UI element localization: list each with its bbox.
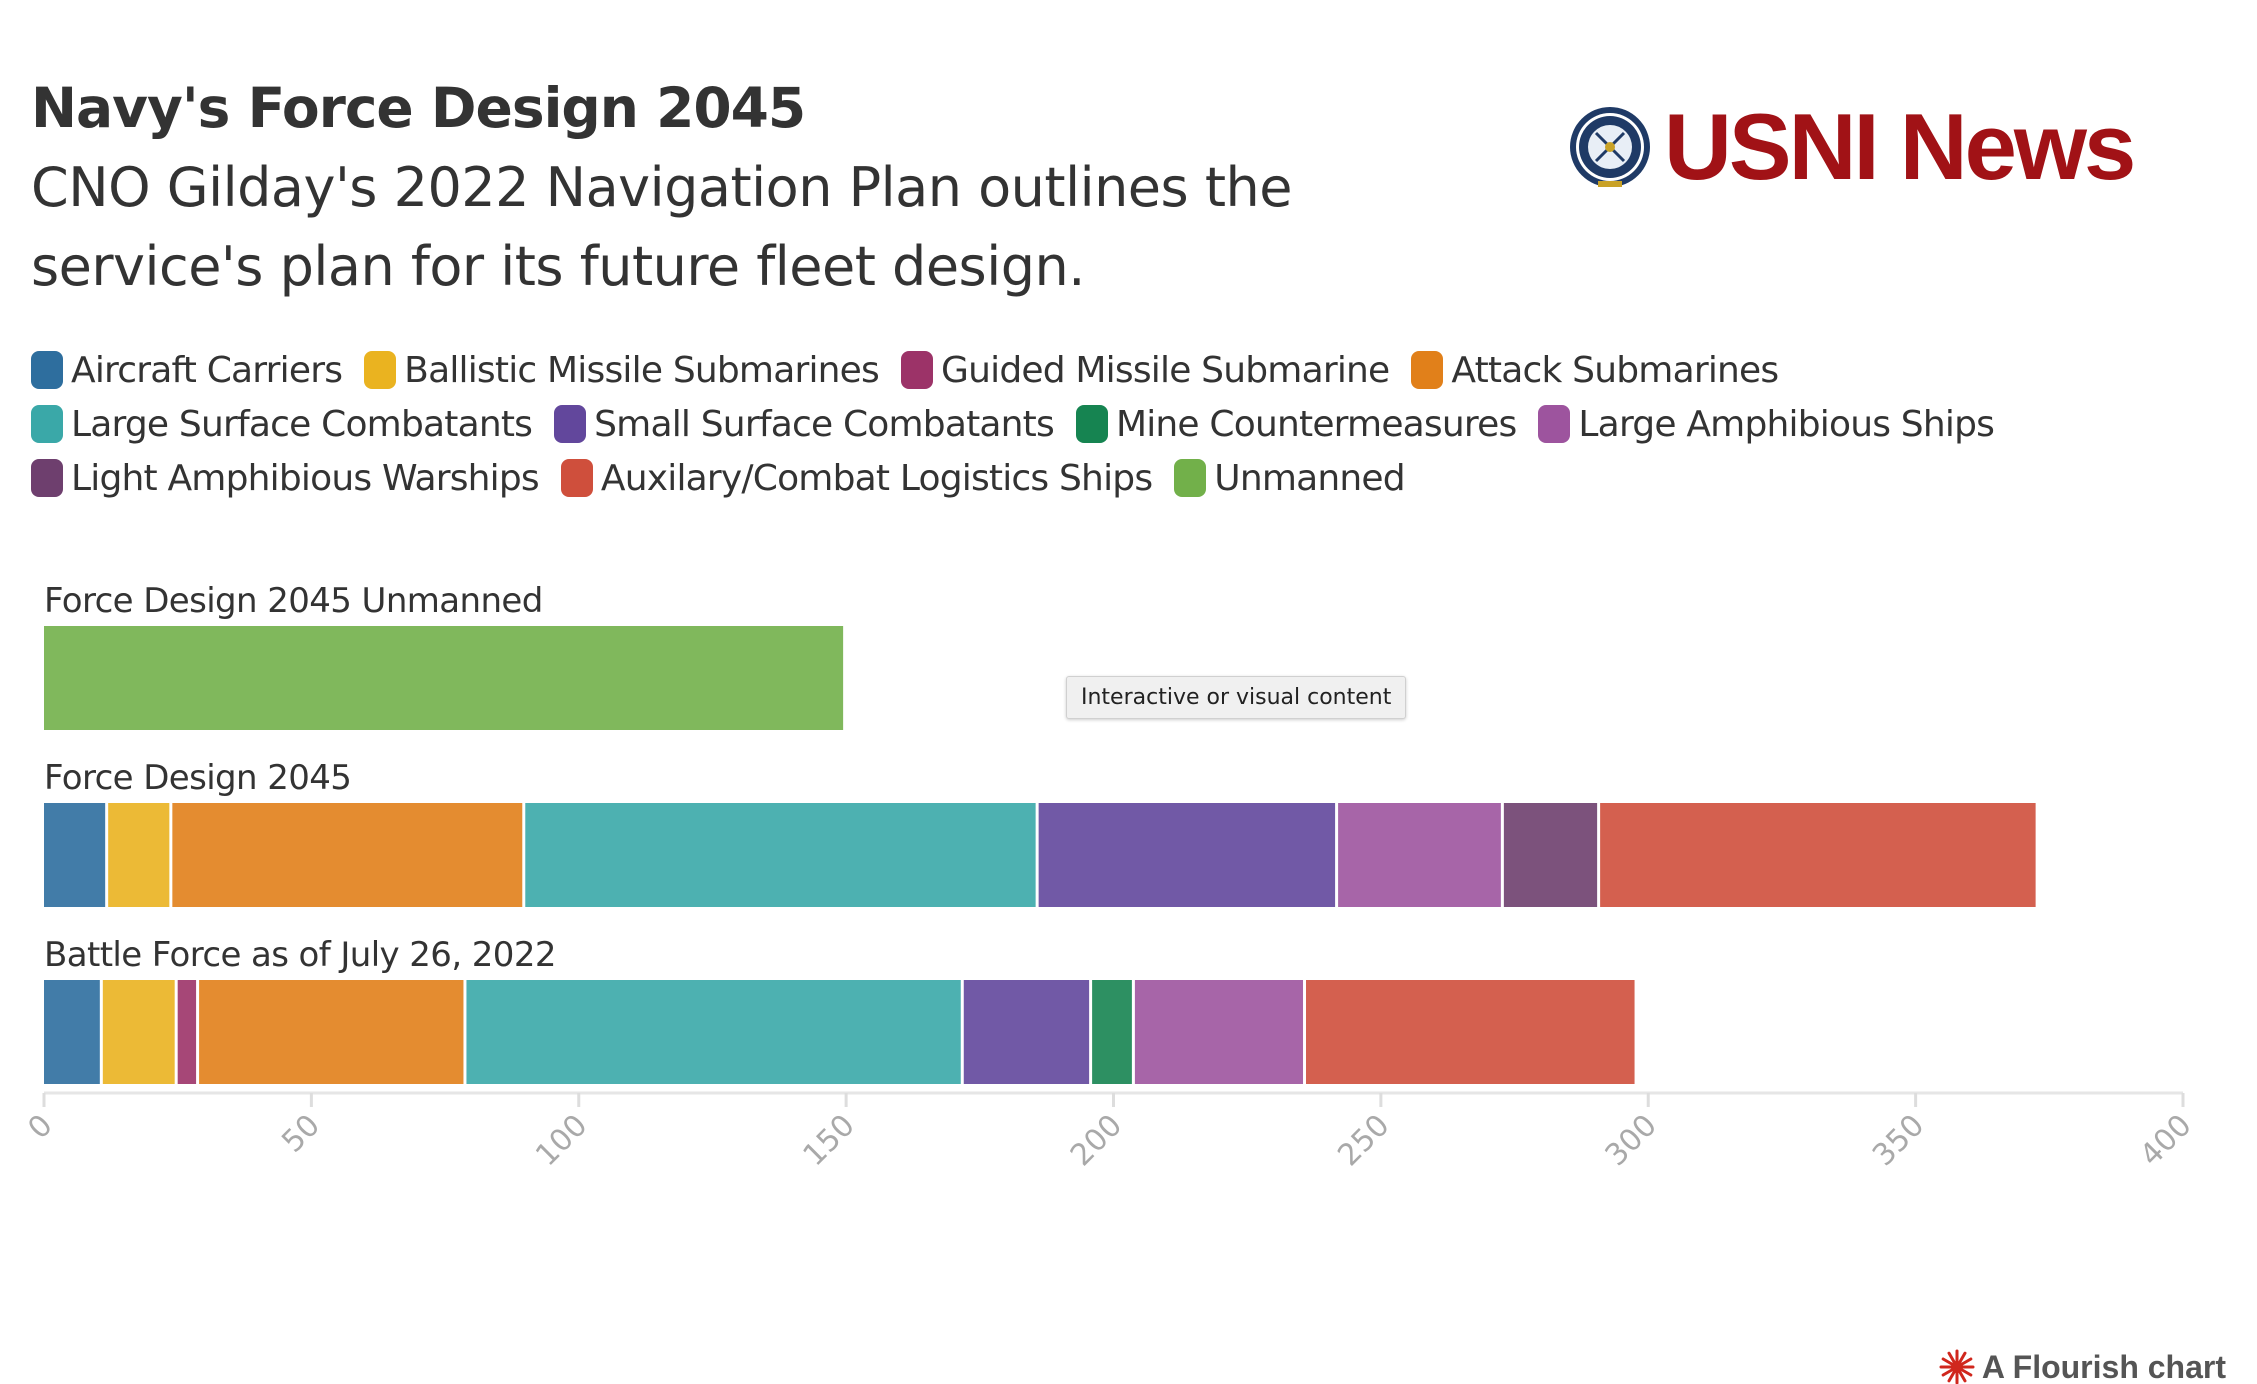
bar-segment-auxilary-combat-logistics-ships[interactable] <box>1306 980 1635 1084</box>
bar-segment-large-amphibious-ships[interactable] <box>1134 980 1304 1084</box>
legend-label: Small Surface Combatants <box>594 403 1055 445</box>
x-axis-tick-label: 50 <box>275 1108 327 1160</box>
legend-swatch <box>1075 405 1108 443</box>
legend-item-guided-missile-submarine[interactable]: Guided Missile Submarine <box>901 349 1390 391</box>
legend-swatch <box>31 351 63 389</box>
legend-item-aircraft-carriers[interactable]: Aircraft Carriers <box>31 349 343 391</box>
bar-segment-large-amphibious-ships[interactable] <box>1338 803 1501 907</box>
legend-swatch <box>901 351 933 389</box>
legend-label: Unmanned <box>1214 457 1405 499</box>
chart-legend: Aircraft Carriers Ballistic Missile Subma… <box>31 349 2211 499</box>
x-axis-tick-label: 200 <box>1064 1108 1129 1173</box>
bar-segment-light-amphibious-warships[interactable] <box>1503 803 1598 907</box>
legend-item-large-amphibious-ships[interactable]: Large Amphibious Ships <box>1538 403 1995 445</box>
legend-label: Large Surface Combatants <box>71 403 533 445</box>
chart-title: Navy's Force Design 2045 <box>31 76 806 140</box>
legend-label: Aircraft Carriers <box>71 349 343 391</box>
x-axis-tick-label: 250 <box>1331 1108 1396 1173</box>
legend-label: Attack Submarines <box>1451 349 1779 391</box>
x-axis-tick-label: 350 <box>1866 1108 1931 1173</box>
flourish-credit-link[interactable]: A Flourish chart <box>1938 1348 2226 1384</box>
legend-label: Mine Countermeasures <box>1115 403 1517 445</box>
legend-label: Auxilary/Combat Logistics Ships <box>600 457 1153 499</box>
legend-swatch <box>560 459 593 497</box>
usni-news-wordmark: USNI News <box>1664 94 2136 199</box>
bar-segment-ballistic-missile-submarines[interactable] <box>108 803 170 907</box>
legend-swatch <box>1411 351 1444 389</box>
legend-swatch <box>364 351 397 389</box>
category-label: Force Design 2045 <box>44 758 351 798</box>
bar-segment-large-surface-combatants[interactable] <box>466 980 961 1084</box>
legend-item-ballistic-missile-submarines[interactable]: Ballistic Missile Submarines <box>364 349 880 391</box>
legend-item-auxilary-combat-logistics-ships[interactable]: Auxilary/Combat Logistics Ships <box>560 457 1153 499</box>
chart-subtitle: CNO Gilday's 2022 Navigation Plan outlin… <box>31 156 1292 298</box>
legend-swatch <box>31 405 63 443</box>
legend-label: Ballistic Missile Submarines <box>404 349 880 391</box>
bar-segment-ballistic-missile-submarines[interactable] <box>102 980 175 1084</box>
legend-item-light-amphibious-warships[interactable]: Light Amphibious Warships <box>31 457 540 499</box>
legend-item-small-surface-combatants[interactable]: Small Surface Combatants <box>554 403 1055 445</box>
usni-news-logo[interactable]: USNI News <box>1568 94 2136 199</box>
category-label: Battle Force as of July 26, 2022 <box>44 935 556 975</box>
bar-segment-attack-submarines[interactable] <box>172 803 523 907</box>
legend-label: Guided Missile Submarine <box>941 349 1390 391</box>
flourish-credit-label: A Flourish chart <box>1981 1348 2226 1384</box>
category-label: Force Design 2045 Unmanned <box>44 581 543 621</box>
legend-swatch <box>554 405 587 443</box>
legend-label: Large Amphibious Ships <box>1578 403 1995 445</box>
bar-segment-small-surface-combatants[interactable] <box>963 980 1090 1084</box>
interactive-content-tooltip: Interactive or visual content <box>1066 676 1407 719</box>
bar-segment-unmanned[interactable] <box>44 626 844 730</box>
legend-item-unmanned[interactable]: Unmanned <box>1174 457 1406 499</box>
bar-segment-attack-submarines[interactable] <box>199 980 464 1084</box>
bar-segment-aircraft-carriers[interactable] <box>44 980 100 1084</box>
bar-segment-aircraft-carriers[interactable] <box>44 803 106 907</box>
bar-segment-large-surface-combatants[interactable] <box>525 803 1036 907</box>
legend-swatch <box>1538 405 1571 443</box>
legend-item-large-surface-combatants[interactable]: Large Surface Combatants <box>31 403 533 445</box>
legend-swatch <box>1174 459 1207 497</box>
bar-segment-guided-missile-submarine[interactable] <box>177 980 197 1084</box>
legend-item-mine-countermeasures[interactable]: Mine Countermeasures <box>1075 403 1517 445</box>
legend-swatch <box>31 459 63 497</box>
burst-core <box>1950 1361 1963 1373</box>
bar-segment-small-surface-combatants[interactable] <box>1038 803 1336 907</box>
bar-segment-mine-countermeasures[interactable] <box>1092 980 1132 1084</box>
x-axis-tick-label: 100 <box>529 1108 594 1173</box>
x-axis-tick-label: 400 <box>2133 1108 2198 1173</box>
flourish-burst-icon <box>1939 1349 1975 1384</box>
x-axis-tick-label: 0 <box>21 1108 59 1146</box>
bar-segment-auxilary-combat-logistics-ships[interactable] <box>1600 803 2036 907</box>
legend-item-attack-submarines[interactable]: Attack Submarines <box>1411 349 1779 391</box>
x-axis-tick-label: 150 <box>797 1108 862 1173</box>
legend-label: Light Amphibious Warships <box>71 457 540 499</box>
x-axis-tick-label: 300 <box>1599 1108 1664 1173</box>
naval-institute-seal-icon <box>1570 107 1650 187</box>
